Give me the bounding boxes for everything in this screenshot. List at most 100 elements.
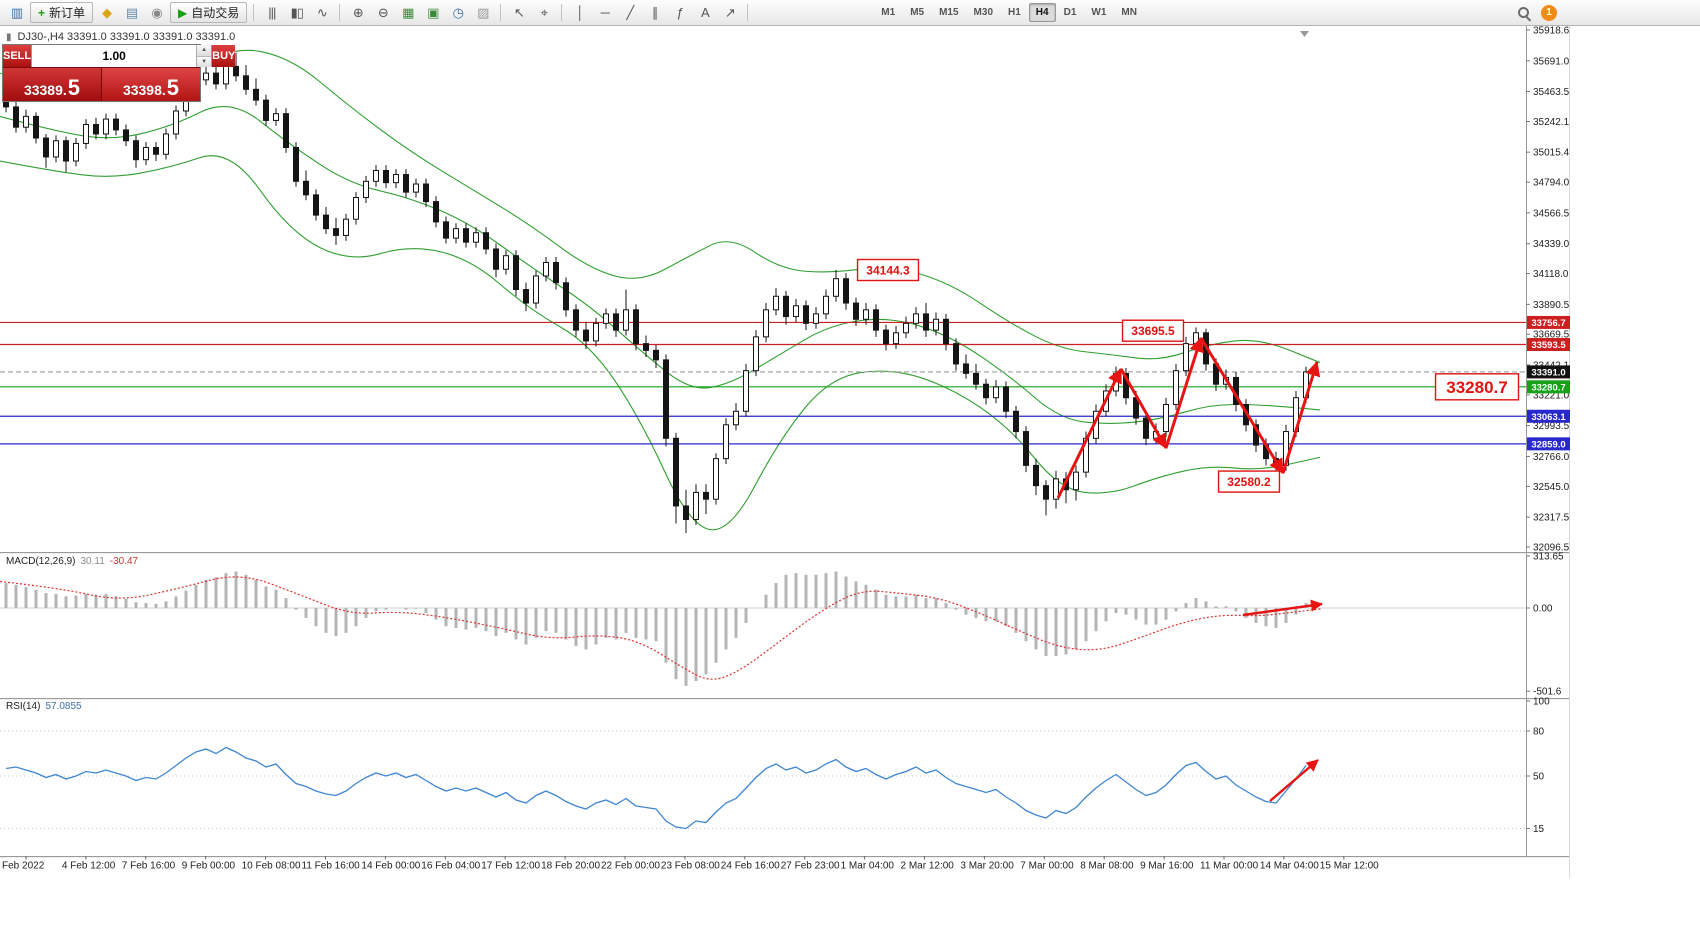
candles-mode-icon[interactable]: ▮▯	[290, 4, 304, 20]
line-mode-icon[interactable]: ∿	[316, 4, 328, 20]
rsi-title: RSI(14)	[6, 701, 41, 712]
vline-icon[interactable]: │	[576, 5, 584, 20]
timeframe-m30[interactable]: M30	[973, 7, 993, 18]
timeframe-m15[interactable]: M15	[939, 7, 959, 18]
svg-text:32859.0: 32859.0	[1531, 439, 1565, 450]
volume-input[interactable]	[32, 45, 197, 67]
toolbar-separator	[561, 4, 563, 21]
new-order-button[interactable]: + 新订单	[30, 2, 94, 23]
price-chart-canvas[interactable]: 35918.6 35691.0 35463.5 35242.1 35015.4 34794…	[0, 26, 1570, 878]
svg-text:8 Mar 08:00: 8 Mar 08:00	[1080, 861, 1134, 872]
svg-text:34118.0: 34118.0	[1533, 269, 1569, 280]
periods-icon[interactable]: ◷	[452, 4, 464, 20]
buy-price-big-digit: 5	[166, 75, 180, 101]
svg-text:33280.7: 33280.7	[1446, 378, 1507, 397]
market-icon[interactable]: ▤	[125, 4, 138, 20]
autotrade-button-label: 自动交易	[191, 6, 240, 20]
templates-icon[interactable]: ▨	[477, 4, 489, 20]
timeframe-mn[interactable]: MN	[1121, 7, 1137, 18]
tile-windows-icon[interactable]: ▦	[402, 4, 414, 20]
svg-text:100: 100	[1533, 697, 1550, 708]
hline-icon[interactable]: ─	[600, 5, 610, 20]
svg-text:32993.5: 32993.5	[1533, 421, 1570, 432]
svg-text:-501.6: -501.6	[1533, 687, 1562, 698]
sell-price-big-digit: 5	[67, 75, 81, 101]
timeframe-h1[interactable]: H1	[1008, 7, 1021, 18]
bars-mode-icon[interactable]: |||	[268, 5, 276, 20]
sell-price[interactable]: 33389. 5	[3, 68, 102, 101]
one-click-trading-panel: SELL ▲ ▼ BUY 33389. 5 33398. 5	[2, 44, 236, 102]
svg-text:33695.5: 33695.5	[1131, 324, 1175, 338]
svg-text:313.65: 313.65	[1533, 552, 1564, 563]
timeframe-d1[interactable]: D1	[1063, 7, 1077, 18]
macd-title: MACD(12,26,9)	[6, 556, 76, 567]
timeframe-m1[interactable]: M1	[881, 7, 896, 18]
crosshair-icon[interactable]: ⌖	[540, 4, 548, 20]
buy-button[interactable]: BUY	[212, 45, 236, 67]
svg-text:9 Feb 00:00: 9 Feb 00:00	[182, 861, 236, 872]
fibonacci-icon[interactable]: ƒ	[676, 5, 684, 20]
channel-icon[interactable]: ∥	[652, 4, 659, 20]
svg-text:16 Feb 04:00: 16 Feb 04:00	[421, 861, 480, 872]
volume-up-icon[interactable]: ▲	[197, 45, 212, 57]
chart-icon: ▮	[6, 31, 12, 43]
autotrade-icon: ▶	[178, 5, 188, 20]
svg-text:32766.0: 32766.0	[1533, 452, 1570, 463]
buy-price[interactable]: 33398. 5	[102, 68, 200, 101]
svg-text:4 Feb 12:00: 4 Feb 12:00	[62, 861, 116, 872]
svg-text:3 Mar 20:00: 3 Mar 20:00	[960, 861, 1014, 872]
svg-text:34566.5: 34566.5	[1533, 208, 1570, 219]
zoom-out-icon[interactable]: ⊖	[377, 4, 389, 20]
svg-text:80: 80	[1533, 727, 1545, 738]
panel-frame	[0, 26, 1570, 878]
svg-text:15 Mar 12:00: 15 Mar 12:00	[1320, 861, 1379, 872]
notification-badge[interactable]: 1	[1541, 4, 1557, 21]
macd-indicator-label: MACD(12,26,9) 30.11 -30.47	[6, 556, 138, 567]
cursor-icon[interactable]: ↖	[513, 4, 525, 20]
trendline-icon[interactable]: ╱	[626, 4, 634, 20]
indicator-levels	[0, 607, 1526, 829]
svg-text:34794.0: 34794.0	[1533, 178, 1570, 189]
timeframe-h4[interactable]: H4	[1028, 3, 1056, 22]
svg-text:34144.3: 34144.3	[866, 263, 910, 277]
svg-text:17 Feb 12:00: 17 Feb 12:00	[481, 861, 540, 872]
timeframe-w1[interactable]: W1	[1091, 7, 1107, 18]
toolbar-separator	[747, 4, 749, 21]
sell-price-main: 33389.	[23, 81, 67, 98]
arrows-icon[interactable]: ↗	[724, 4, 736, 20]
svg-text:35463.5: 35463.5	[1533, 87, 1570, 98]
svg-text:9 Mar 16:00: 9 Mar 16:00	[1140, 861, 1194, 872]
macd-panel	[0, 571, 1323, 686]
svg-text:0.00: 0.00	[1533, 604, 1553, 615]
svg-text:23 Feb 08:00: 23 Feb 08:00	[661, 861, 720, 872]
text-icon[interactable]: A	[700, 5, 710, 20]
sell-button[interactable]: SELL	[3, 45, 32, 67]
svg-text:11 Feb 16:00: 11 Feb 16:00	[302, 861, 361, 872]
svg-text:10 Feb 08:00: 10 Feb 08:00	[242, 861, 301, 872]
svg-text:14 Feb 00:00: 14 Feb 00:00	[361, 861, 420, 872]
svg-text:14 Mar 04:00: 14 Mar 04:00	[1260, 861, 1319, 872]
timeframe-m5[interactable]: M5	[910, 7, 925, 18]
zoom-in-icon[interactable]: ⊕	[352, 4, 364, 20]
rsi-panel	[5, 746, 1307, 830]
svg-text:35918.6: 35918.6	[1533, 26, 1570, 37]
terminal-icon[interactable]: ▥	[10, 4, 23, 20]
volume-down-icon[interactable]: ▼	[197, 56, 212, 67]
svg-text:7 Mar 00:00: 7 Mar 00:00	[1020, 861, 1074, 872]
timeframe-buttons: M1 M5 M15 M30 H1 H4 D1 W1 MN	[874, 3, 1144, 22]
chart-title: DJ30-,H4 33391.0 33391.0 33391.0 33391.0	[17, 31, 236, 43]
rsi-indicator-label: RSI(14) 57.0855	[6, 701, 82, 712]
trend-arrows	[1056, 336, 1323, 802]
search-icon[interactable]	[1516, 5, 1532, 21]
svg-text:50: 50	[1533, 772, 1545, 783]
svg-text:33280.7: 33280.7	[1531, 382, 1565, 393]
indicators-icon[interactable]: ▣	[427, 4, 439, 20]
new-order-icon: +	[38, 5, 46, 20]
autotrade-button[interactable]: ▶ 自动交易	[170, 2, 248, 23]
mql-icon[interactable]: ◆	[102, 4, 112, 20]
volume-box: ▲ ▼	[31, 45, 213, 67]
profile-icon[interactable]: ◉	[151, 4, 162, 20]
svg-text:22 Feb 00:00: 22 Feb 00:00	[601, 861, 660, 872]
svg-text:Feb 2022: Feb 2022	[2, 861, 45, 872]
svg-text:33221.0: 33221.0	[1533, 390, 1570, 401]
